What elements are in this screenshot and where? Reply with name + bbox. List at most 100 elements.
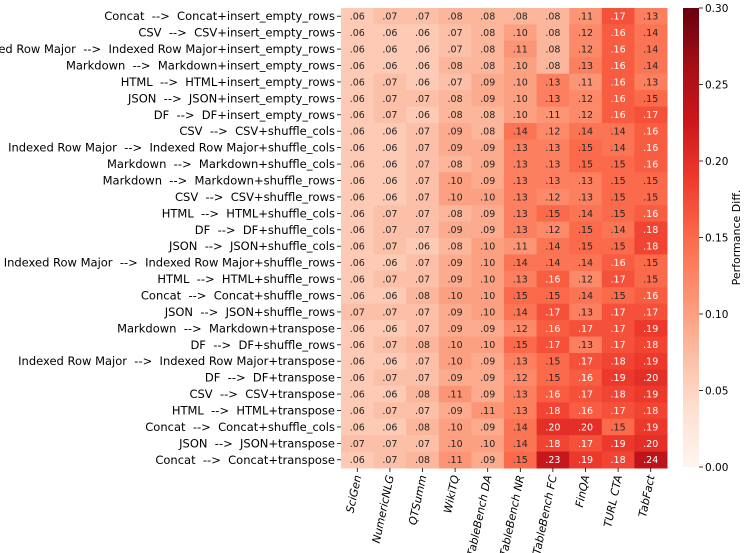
heatmap-cell [536, 270, 570, 288]
heatmap-cell [438, 451, 472, 469]
cell-value-label: .08 [415, 455, 430, 466]
cell-value-label: .07 [350, 307, 365, 318]
heatmap-cell [569, 238, 603, 255]
cell-value-label: .09 [480, 94, 495, 105]
heatmap-cell [569, 73, 603, 91]
cell-value-label: .20 [578, 422, 593, 433]
cell-value-label: .17 [611, 406, 626, 417]
cell-value-label: .06 [350, 143, 365, 154]
cell-value-label: .07 [415, 324, 430, 335]
cell-value-label: .14 [513, 307, 528, 318]
heatmap-cell [601, 172, 635, 190]
cell-value-label: .17 [578, 439, 593, 450]
heatmap-cell [601, 238, 635, 255]
row-label: CSV --> CSV+shuffle_cols [179, 124, 335, 138]
heatmap-cell [634, 90, 668, 108]
cell-value-label: .14 [513, 258, 528, 269]
cell-value-label: .14 [643, 28, 658, 39]
heatmap-cell [438, 155, 472, 173]
cell-value-label: .07 [382, 77, 397, 88]
cell-value-label: .09 [448, 307, 463, 318]
cell-value-label: .08 [545, 12, 560, 23]
row-label: Indexed Row Major --> Indexed Row Major+… [0, 42, 335, 56]
row-label: JSON --> JSON+transpose [178, 436, 335, 450]
cell-value-label: .13 [545, 143, 560, 154]
row-label: HTML --> HTML+shuffle_rows [157, 272, 335, 286]
heatmap-cell [569, 320, 603, 338]
row-label: DF --> DF+insert_empty_rows [154, 108, 335, 122]
row-label: CSV --> CSV+transpose [189, 387, 335, 401]
cell-value-label: .07 [415, 357, 430, 368]
row-label: Markdown --> Markdown+shuffle_rows [103, 174, 335, 188]
heatmap-cell [536, 188, 570, 206]
cell-value-label: .06 [382, 291, 397, 302]
heatmap-cell [373, 40, 407, 58]
row-label: DF --> DF+shuffle_rows [190, 338, 335, 352]
heatmap-cell [438, 402, 472, 420]
colorbar-tick-label: 0.05 [705, 386, 728, 398]
cell-value-label: .13 [545, 176, 560, 187]
cell-value-label: .17 [578, 324, 593, 335]
heatmap-cell [438, 435, 472, 453]
cell-value-label: .07 [382, 439, 397, 450]
cell-value-label: .13 [643, 77, 658, 88]
cell-value-label: .13 [513, 209, 528, 220]
cell-value-label: .15 [545, 209, 560, 220]
cell-value-label: .18 [643, 225, 658, 236]
cell-value-label: .10 [513, 110, 528, 121]
heatmap-cell [504, 188, 538, 206]
heatmap-cell [471, 172, 505, 190]
heatmap-cell [504, 402, 538, 420]
heatmap-cell [536, 57, 570, 75]
heatmap-cell [373, 402, 407, 420]
cell-value-label: .16 [611, 110, 626, 121]
cell-value-label: .07 [350, 439, 365, 450]
cell-value-label: .13 [545, 77, 560, 88]
cell-value-label: .17 [611, 340, 626, 351]
cell-value-label: .17 [643, 110, 658, 121]
cell-value-label: .13 [513, 357, 528, 368]
heatmap-cell [438, 336, 472, 354]
heatmap-cell [471, 336, 505, 354]
column-label: NumericNLG [370, 474, 397, 544]
heatmap-cell [341, 24, 375, 42]
heatmap-cell [569, 254, 603, 272]
cell-value-label: .20 [643, 373, 658, 384]
cell-value-label: .08 [480, 110, 495, 121]
cell-value-label: .09 [480, 324, 495, 335]
heatmap-cell [634, 123, 668, 140]
column-label: TableBench DA [465, 474, 495, 553]
cell-value-label: .16 [578, 406, 593, 417]
cell-value-label: .15 [611, 422, 626, 433]
cell-value-label: .07 [448, 28, 463, 39]
colorbar-tick-label: 0.20 [705, 156, 728, 168]
cell-value-label: .07 [382, 225, 397, 236]
heatmap-cell [471, 451, 505, 469]
cell-value-label: .06 [382, 159, 397, 170]
cell-value-label: .06 [382, 28, 397, 39]
cell-value-label: .17 [578, 389, 593, 400]
heatmap-cell [569, 369, 603, 387]
cell-value-label: .17 [611, 324, 626, 335]
row-label: Markdown --> Markdown+shuffle_cols [107, 157, 335, 171]
heatmap-cell [536, 336, 570, 354]
cell-value-label: .07 [415, 176, 430, 187]
heatmap-cells: .06 .07 .07 .08 .08 .08 .08 .11 .17 .13 .06 .06 .06.… [341, 8, 668, 469]
cell-value-label: .18 [643, 406, 658, 417]
heatmap-cell [406, 139, 440, 157]
cell-value-label: .10 [448, 422, 463, 433]
cell-value-label: .08 [480, 61, 495, 72]
cell-value-label: .06 [382, 176, 397, 187]
heatmap-cell [634, 270, 668, 288]
heatmap-cell [373, 336, 407, 354]
cell-value-label: .14 [611, 127, 626, 138]
cell-value-label: .06 [350, 192, 365, 203]
heatmap-cell [569, 205, 603, 223]
cell-value-label: .06 [350, 324, 365, 335]
cell-value-label: .10 [480, 307, 495, 318]
cell-value-label: .15 [513, 455, 528, 466]
cell-value-label: .07 [415, 12, 430, 23]
cell-value-label: .06 [382, 422, 397, 433]
heatmap-cell [373, 451, 407, 469]
cell-value-label: .08 [448, 61, 463, 72]
